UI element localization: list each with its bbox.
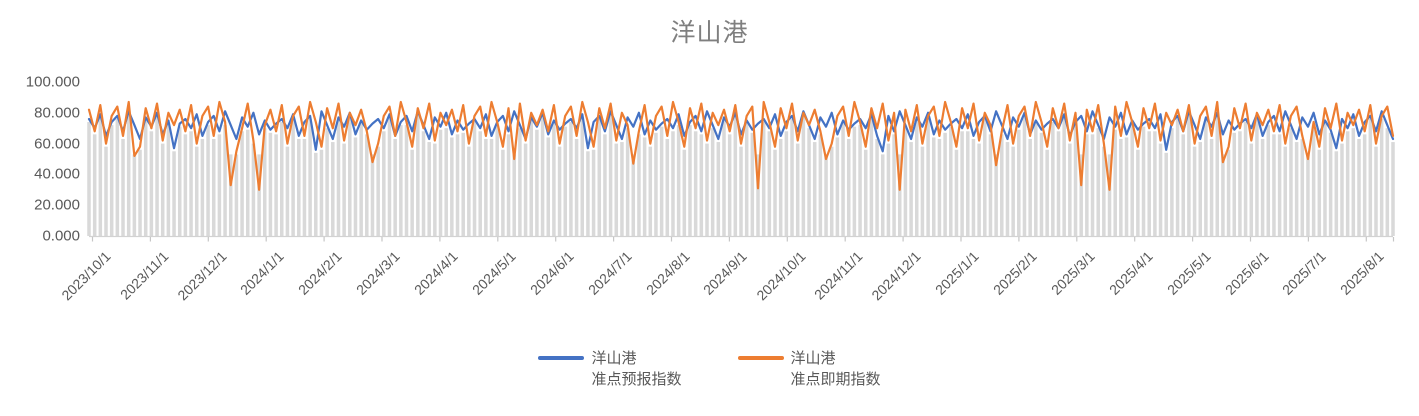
- y-axis-tick-label: 100.000: [25, 73, 80, 91]
- legend-forecast-line1: 洋山港: [591, 350, 637, 367]
- x-axis: [89, 235, 1395, 242]
- chart-title: 洋山港: [670, 19, 749, 47]
- legend-item-spot: 洋山港 准点即期指数: [737, 348, 881, 390]
- y-axis-tick-label: 0.000: [42, 227, 80, 245]
- legend-label-forecast: 洋山港 准点预报指数: [591, 348, 681, 390]
- legend-label-spot: 洋山港 准点即期指数: [791, 348, 881, 390]
- y-axis-tick-label: 80.000: [34, 104, 80, 122]
- line-series: [87, 100, 1395, 191]
- legend-spot-line1: 洋山港: [790, 350, 836, 367]
- legend-spot-line2: 准点即期指数: [790, 371, 881, 388]
- legend-item-forecast: 洋山港 准点预报指数: [538, 348, 682, 390]
- background-columns: [87, 114, 1395, 236]
- y-axis-tick-label: 40.000: [34, 165, 80, 183]
- legend: 洋山港 准点预报指数 洋山港 准点即期指数: [0, 348, 1419, 390]
- y-axis-tick-label: 60.000: [34, 135, 80, 153]
- blue-line-swatch-icon: [538, 356, 585, 360]
- legend-forecast-line2: 准点预报指数: [591, 371, 682, 388]
- orange-line-swatch-icon: [737, 356, 784, 360]
- y-axis-tick-label: 20.000: [34, 196, 80, 214]
